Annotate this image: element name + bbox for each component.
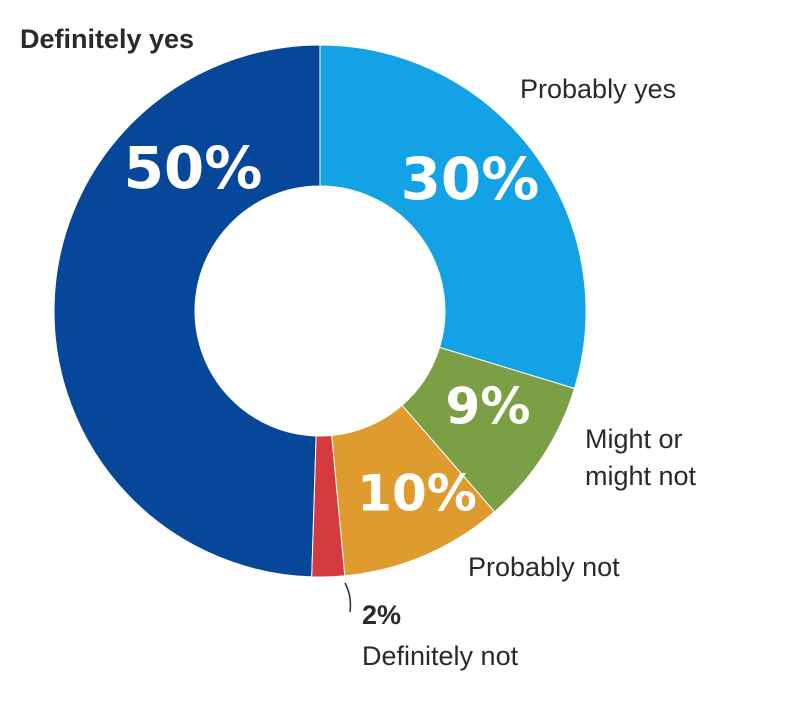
category-label-line: might not (585, 461, 697, 491)
value-label-definitely-not: 2% (362, 600, 401, 630)
slice-probably-yes (319, 44, 587, 390)
callout-leader-line (344, 582, 352, 613)
category-label-might-or-might-not: Might or might not (585, 424, 697, 491)
value-label-definitely-yes: 50% (124, 134, 263, 202)
slice-definitely-yes (53, 44, 321, 578)
category-label-probably-not: Probably not (468, 552, 620, 582)
slice-value-labels: 50% 30% 9% 10% (124, 134, 540, 522)
donut-slices (53, 44, 587, 578)
category-label-probably-yes: Probably yes (520, 74, 676, 104)
category-label-line: Probably not (468, 552, 620, 582)
category-label-definitely-not: Definitely not (362, 641, 519, 671)
category-label-line: Probably yes (520, 74, 676, 104)
slice-definitely-not (311, 434, 346, 578)
category-label-line: Definitely yes (20, 24, 194, 54)
value-label-probably-not: 10% (357, 465, 477, 523)
category-label-line: Might or (585, 424, 683, 454)
value-label-might-or-might-not: 9% (446, 378, 531, 436)
slice-category-labels: Definitely yes Probably yes Might or might … (20, 24, 697, 671)
value-label-probably-yes: 30% (401, 145, 540, 213)
category-label-definitely-yes: Definitely yes (20, 24, 194, 54)
category-label-line: Definitely not (362, 641, 519, 671)
